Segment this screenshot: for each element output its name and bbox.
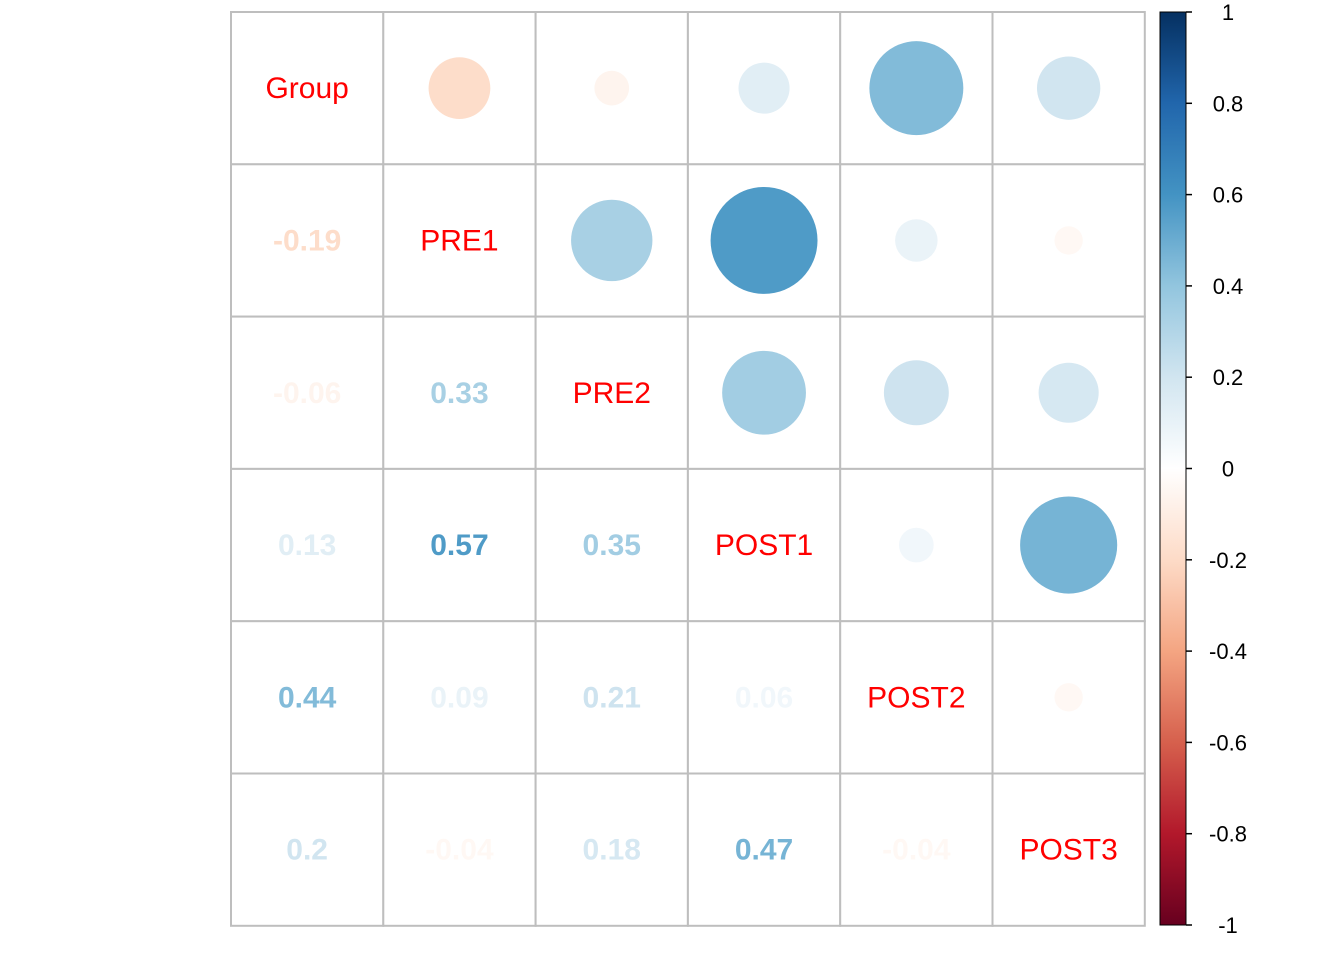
matrix-cell-post3-post1	[686, 772, 842, 927]
corr-circle-pre1-post2	[895, 219, 938, 262]
corr-circle-pre1-pre2	[571, 199, 653, 282]
diagonal-label-pre2: PRE2	[573, 377, 651, 410]
corr-circle-pre2-post3	[1038, 362, 1099, 423]
colorbar-tick-label: -0.4	[1209, 639, 1247, 664]
matrix-cells	[230, 11, 1146, 927]
colorbar-tick-label: -0.2	[1209, 548, 1247, 573]
corr-circle-pre1-post1	[710, 186, 818, 294]
corr-circle-post1-post2	[899, 527, 934, 563]
matrix-cell-post3-group	[230, 772, 385, 927]
corr-circle-pre2-post1	[722, 350, 806, 435]
corr-circle-post2-post3	[1054, 683, 1083, 712]
colorbar-tick-label: -1	[1218, 913, 1238, 938]
diagonal-label-post1: POST1	[715, 529, 813, 562]
matrix-cell-pre2-group	[230, 315, 385, 470]
colorbar-tick-label: 1	[1222, 0, 1234, 25]
matrix-cell-post2-group	[230, 620, 385, 775]
diagonal-label-group: Group	[265, 72, 348, 105]
corr-value-post3-post1: 0.47	[735, 834, 793, 867]
matrix-cell-group-group	[230, 11, 385, 166]
matrix-cell-post2-pre2	[534, 620, 689, 775]
colorbar-tick-label: 0.2	[1213, 365, 1244, 390]
corr-circle-pre2-post2	[883, 360, 949, 426]
colorbar: 1 0.8 0.6 0.4 0.2 0 -0.2 -0.4 -0.6 -0.8 -1	[1159, 0, 1247, 938]
corr-value-post3-pre2: 0.18	[583, 834, 641, 867]
corr-value-post2-post1: 0.06	[735, 681, 793, 714]
matrix-cell-post1-pre2	[534, 467, 689, 623]
corr-circle-post1-post3	[1020, 496, 1118, 594]
matrix-cell-post2-post2	[839, 620, 994, 775]
corr-value-post3-post2: -0.04	[882, 834, 951, 867]
diagonal-label-pre1: PRE1	[420, 224, 498, 257]
corr-value-pre2-group: -0.06	[273, 377, 341, 410]
corr-value-post2-group: 0.44	[278, 681, 337, 714]
matrix-cell-pre1-pre1	[382, 163, 537, 318]
matrix-cell-post3-post2	[839, 772, 994, 927]
corr-circle-group-pre1	[428, 57, 491, 120]
corr-value-pre2-pre1: 0.33	[430, 377, 488, 410]
corr-circle-group-post3	[1036, 56, 1101, 120]
corr-circle-pre1-post3	[1054, 226, 1083, 255]
colorbar-tick-label: -0.6	[1209, 730, 1247, 755]
colorbar-gradient	[1159, 11, 1187, 926]
matrix-cell-post1-group	[230, 467, 385, 623]
corr-circle-group-pre2	[594, 70, 630, 106]
colorbar-tick-label: 0.4	[1213, 274, 1244, 299]
corr-circle-group-post1	[738, 62, 790, 114]
colorbar-tick-label: 0	[1222, 457, 1234, 482]
corr-value-post2-pre2: 0.21	[583, 681, 641, 714]
corr-value-post2-pre1: 0.09	[430, 681, 488, 714]
matrix-cell-post2-post1	[686, 620, 842, 775]
corr-circle-group-post2	[869, 41, 964, 136]
matrix-cell-pre2-pre1	[382, 315, 537, 470]
matrix-cell-post3-post3	[991, 772, 1146, 927]
colorbar-tick-label: 0.6	[1213, 183, 1244, 208]
diagonal-label-post3: POST3	[1019, 834, 1117, 867]
colorbar-tick-label: -0.8	[1209, 822, 1247, 847]
corr-value-pre1-group: -0.19	[273, 224, 341, 257]
corr-value-post3-pre1: -0.04	[425, 834, 494, 867]
matrix-cell-post1-post1	[686, 467, 842, 623]
corr-value-post1-pre2: 0.35	[583, 529, 641, 562]
matrix-cell-post1-pre1	[382, 467, 537, 623]
diagonal-label-post2: POST2	[867, 681, 965, 714]
colorbar-tick-label: 0.8	[1213, 91, 1244, 116]
corr-value-post3-group: 0.2	[286, 834, 328, 867]
corr-value-post1-pre1: 0.57	[430, 529, 488, 562]
corr-value-post1-group: 0.13	[278, 529, 336, 562]
matrix-marks: Group -0.19 PRE1 -0.06 0.33 PRE2 0.13 0.57 0.35 P…	[265, 41, 1118, 867]
